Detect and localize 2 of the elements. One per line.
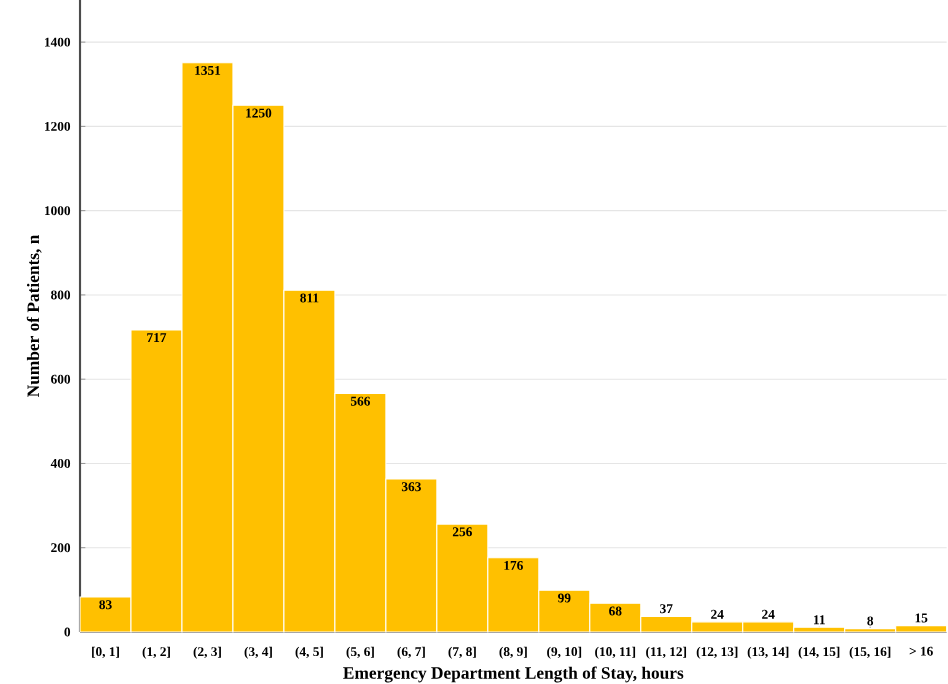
y-axis-title: Number of Patients, n <box>26 234 42 398</box>
x-axis-title: Emergency Department Length of Stay, hours <box>343 666 684 683</box>
